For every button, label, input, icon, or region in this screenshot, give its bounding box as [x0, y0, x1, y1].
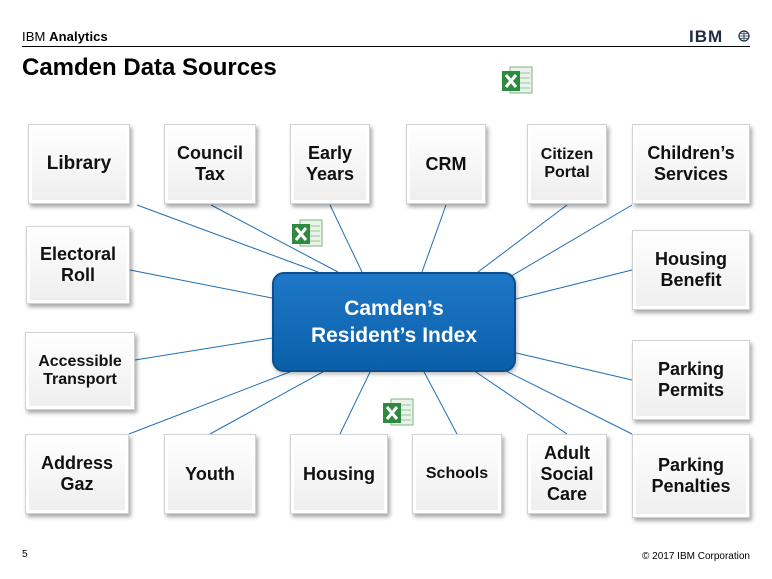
source-label: Library	[46, 153, 112, 175]
connector-crm	[421, 204, 447, 273]
source-label: Parking Penalties	[651, 455, 731, 496]
source-label: Early Years	[305, 143, 355, 184]
source-library: Library	[28, 124, 130, 204]
source-label: Parking Permits	[657, 359, 725, 400]
connector-youth	[209, 367, 331, 435]
connector-accessible-transport	[134, 337, 273, 361]
source-label: Council Tax	[177, 143, 243, 184]
connector-electoral-roll	[129, 269, 273, 299]
excel-icon	[292, 219, 323, 247]
source-label: Youth	[185, 463, 235, 484]
connector-library	[136, 204, 319, 273]
page-number: 5	[22, 549, 28, 560]
source-label: Citizen Portal	[540, 145, 594, 181]
excel-icon	[502, 66, 533, 94]
brand-suffix: Analytics	[49, 29, 108, 44]
hub-line-1: Camden’s	[344, 296, 444, 320]
source-electoral-roll: Electoral Roll	[26, 226, 130, 304]
source-label: Electoral Roll	[39, 244, 117, 285]
source-label: Housing Benefit	[655, 249, 727, 290]
connector-adult-social-care	[469, 367, 568, 435]
source-housing: Housing	[290, 434, 388, 514]
connector-early-years	[329, 204, 363, 273]
source-childrens-services: Children’s Services	[632, 124, 750, 204]
excel-icon	[383, 398, 414, 426]
source-address-gaz: Address Gaz	[25, 434, 129, 514]
source-label: Schools	[425, 464, 489, 482]
source-parking-penalties: Parking Penalties	[632, 434, 750, 518]
source-label: Children’s Services	[647, 143, 735, 184]
source-early-years: Early Years	[290, 124, 370, 204]
source-youth: Youth	[164, 434, 256, 514]
source-council-tax: Council Tax	[164, 124, 256, 204]
connector-council-tax	[210, 204, 339, 273]
source-citizen-portal: Citizen Portal	[527, 124, 607, 204]
brand-prefix: IBM	[22, 29, 46, 44]
connector-housing	[339, 367, 373, 435]
globe-icon	[738, 30, 750, 42]
page-title: Camden Data Sources	[22, 54, 277, 81]
source-label: Accessible Transport	[38, 352, 122, 388]
header-rule	[22, 46, 750, 47]
connector-parking-permits	[511, 351, 633, 381]
hub-line-2: Resident’s Index	[310, 324, 478, 347]
source-adult-social-care: Adult Social Care	[527, 434, 607, 514]
brand-label: IBM Analytics	[22, 29, 108, 44]
source-label: CRM	[425, 153, 467, 174]
connector-parking-penalties	[499, 367, 633, 435]
source-label: Adult Social Care	[540, 442, 594, 505]
connector-childrens-services	[507, 204, 633, 279]
source-parking-permits: Parking Permits	[632, 340, 750, 420]
connector-address-gaz	[128, 367, 301, 435]
source-housing-benefit: Housing Benefit	[632, 230, 750, 310]
connector-citizen-portal	[477, 204, 568, 273]
connector-schools	[421, 367, 458, 435]
source-label: Housing	[303, 463, 375, 484]
connector-housing-benefit	[511, 269, 633, 301]
residents-index-hub: Camden’s Resident’s Index	[272, 272, 516, 372]
source-schools: Schools	[412, 434, 502, 514]
source-accessible-transport: Accessible Transport	[25, 332, 135, 410]
source-crm: CRM	[406, 124, 486, 204]
ibm-logo: IBM	[689, 27, 724, 46]
copyright: © 2017 IBM Corporation	[642, 551, 750, 562]
source-label: Address Gaz	[40, 453, 114, 494]
